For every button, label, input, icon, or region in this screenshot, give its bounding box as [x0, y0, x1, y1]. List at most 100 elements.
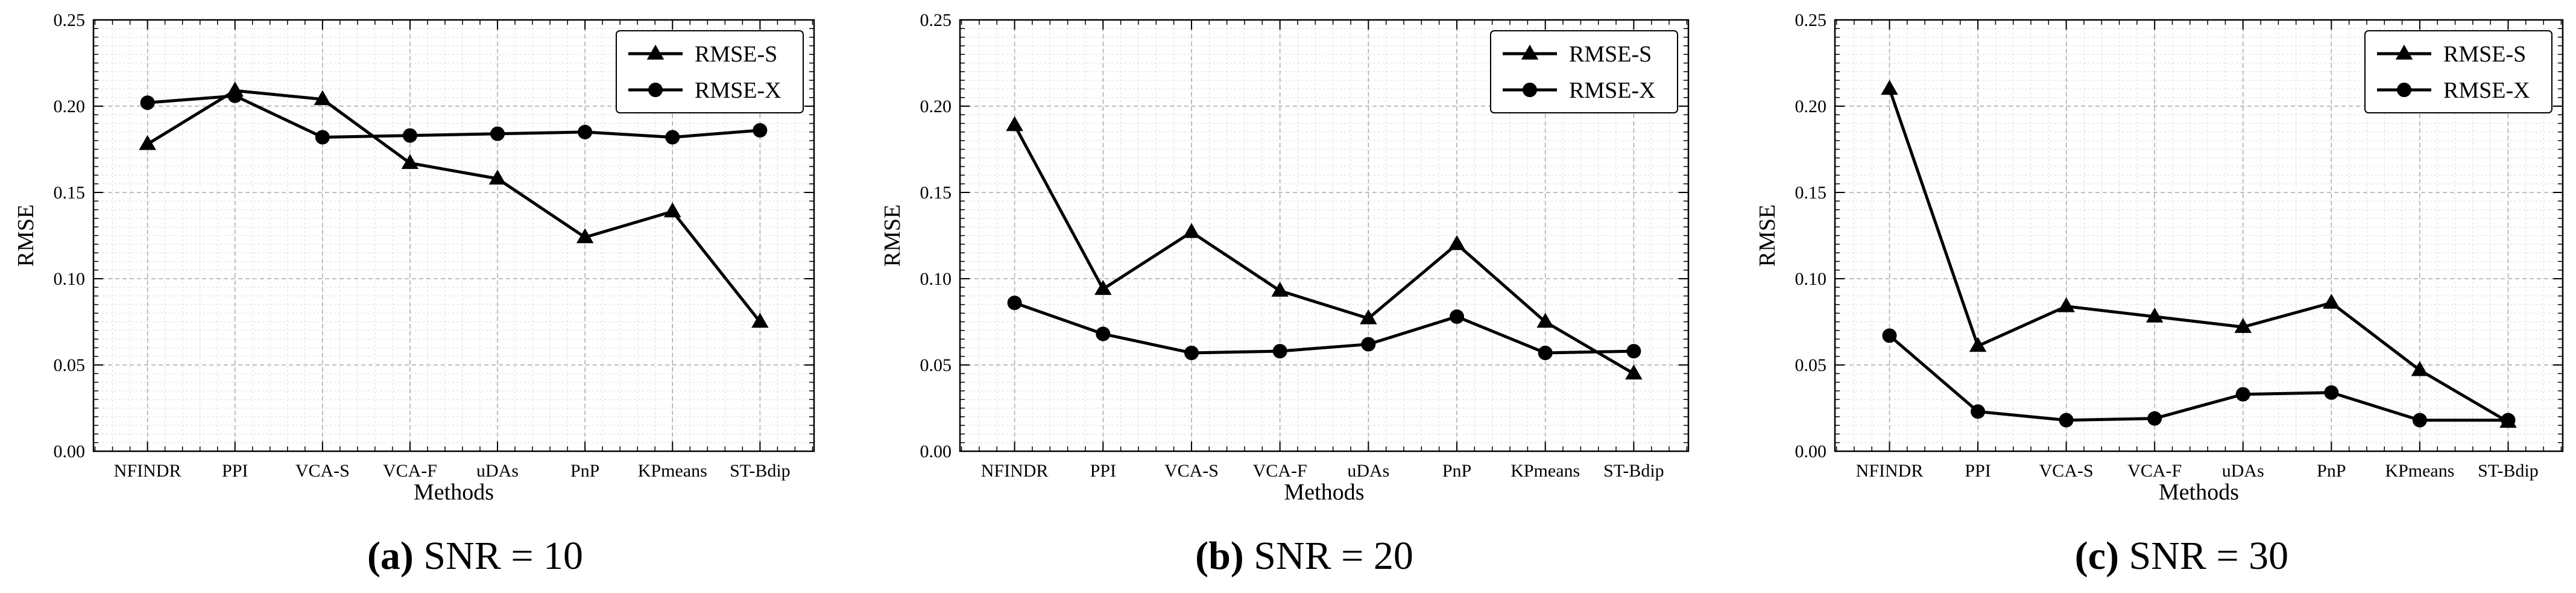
data-point-triangle: [139, 135, 156, 150]
data-point-circle: [2324, 385, 2339, 400]
x-axis-label: Methods: [414, 480, 494, 505]
data-point-triangle: [1360, 309, 1377, 325]
x-tick-label: ST-Bdip: [1603, 461, 1664, 481]
y-tick-label: 0.25: [1795, 10, 1827, 30]
data-point-triangle: [401, 154, 419, 170]
series-rmse-x: [140, 88, 768, 145]
data-point-triangle: [1094, 280, 1112, 295]
y-tick-label: 0.05: [1795, 355, 1827, 375]
chart-b: 0.00 0.05 0.10 0.15 0.20 0.25 NFINDR PPI VCA-S VC…: [880, 10, 1690, 505]
data-point-circle: [2147, 411, 2162, 426]
x-tick-label: uDAs: [1347, 461, 1389, 481]
data-point-triangle: [576, 228, 594, 244]
series-line: [1888, 334, 2508, 422]
data-point-circle: [227, 88, 242, 103]
data-point-circle: [1882, 328, 1897, 343]
data-point-circle: [315, 130, 330, 145]
legend-label: RMSE-S: [2443, 42, 2526, 67]
caption-a-label: (a): [367, 534, 414, 578]
x-tick-label: VCA-S: [1164, 461, 1219, 481]
x-axis-label: Methods: [1284, 480, 1365, 505]
caption-c-label: (c): [2074, 534, 2120, 578]
data-point-circle: [1450, 309, 1465, 324]
series-rmse-x: [1007, 296, 1641, 360]
x-tick-label: NFINDR: [1856, 461, 1924, 481]
series-line: [1013, 124, 1635, 375]
y-tick-label: 0.20: [920, 97, 952, 116]
legend-label: RMSE-X: [695, 78, 781, 103]
x-tick-label: VCA-F: [383, 461, 437, 481]
data-point-circle: [1538, 345, 1553, 360]
data-point-circle: [753, 123, 768, 138]
data-point-circle: [1272, 344, 1287, 359]
legend-label: RMSE-S: [695, 42, 777, 67]
data-point-circle: [140, 95, 155, 110]
data-point-circle: [2412, 413, 2427, 428]
data-point-circle: [2059, 413, 2074, 428]
legend-label: RMSE-X: [2443, 78, 2530, 103]
legend-box: [616, 30, 804, 113]
y-tick-label: 0.15: [54, 183, 86, 203]
data-point-circle: [1361, 337, 1376, 352]
data-point-triangle: [1969, 337, 1987, 352]
caption-c-text: SNR = 30: [2129, 534, 2289, 578]
series-rmse-x: [1882, 328, 2516, 428]
data-point-triangle: [2234, 318, 2252, 333]
y-tick-label: 0.25: [54, 10, 86, 30]
data-point-circle: [578, 124, 593, 139]
x-tick-label: PPI: [1090, 461, 1116, 481]
caption-b-text: SNR = 20: [1254, 534, 1413, 578]
legend-marker-circle: [1523, 83, 1537, 97]
y-tick-label: 0.05: [920, 355, 952, 375]
x-tick-label: VCA-F: [2127, 461, 2182, 481]
minor-grid: [960, 20, 1688, 451]
data-point-circle: [490, 126, 505, 141]
legend-label: RMSE-S: [1569, 42, 1652, 67]
x-tick-label: PnP: [2317, 461, 2346, 481]
x-tick-label: NFINDR: [114, 461, 182, 481]
caption-c: (c) SNR = 30: [1880, 526, 2483, 586]
caption-a: (a) SNR = 10: [174, 526, 777, 586]
caption-b-label: (b): [1195, 534, 1244, 578]
data-point-triangle: [1448, 235, 1466, 250]
data-point-circle: [402, 128, 417, 143]
data-point-circle: [2501, 413, 2516, 428]
data-point-triangle: [1625, 364, 1643, 380]
x-tick-label: VCA-S: [295, 461, 350, 481]
data-point-circle: [665, 130, 680, 145]
x-tick-label: PnP: [570, 461, 599, 481]
minor-grid: [1835, 20, 2563, 451]
series-line: [147, 94, 760, 139]
data-point-triangle: [2145, 307, 2164, 323]
data-point-triangle: [2057, 297, 2075, 312]
y-tick-label: 0.05: [54, 355, 86, 375]
data-point-circle: [1096, 326, 1111, 341]
x-tick-label: ST-Bdip: [2478, 461, 2539, 481]
legend-marker-triangle: [2395, 45, 2413, 60]
legend-marker-circle: [648, 83, 663, 97]
y-axis-label: RMSE: [880, 205, 905, 267]
legend-marker-circle: [2397, 83, 2411, 97]
data-point-triangle: [314, 90, 332, 106]
data-point-circle: [2235, 387, 2250, 402]
series-rmse-s: [1006, 116, 1643, 380]
series-line: [1014, 301, 1634, 355]
legend-marker-triangle: [646, 45, 665, 60]
legend: RMSE-S RMSE-X: [1490, 30, 1678, 113]
data-point-triangle: [1271, 282, 1289, 297]
legend-box: [1490, 30, 1678, 113]
caption-a-text: SNR = 10: [423, 534, 584, 578]
chart-c: 0.00 0.05 0.10 0.15 0.20 0.25 NFINDR PPI VCA-S VC…: [1755, 10, 2564, 505]
data-point-triangle: [2323, 294, 2340, 309]
data-point-circle: [1007, 296, 1022, 311]
y-tick-label: 0.15: [1795, 183, 1827, 203]
data-point-triangle: [1536, 312, 1554, 328]
y-tick-label: 0.10: [54, 269, 86, 289]
series-line: [1888, 88, 2509, 423]
y-tick-label: 0.10: [920, 269, 952, 289]
x-tick-label: VCA-F: [1253, 461, 1307, 481]
x-tick-label: uDAs: [2222, 461, 2264, 481]
data-point-circle: [1626, 344, 1641, 359]
x-axis-label: Methods: [2159, 480, 2239, 505]
y-axis-label: RMSE: [13, 205, 39, 267]
